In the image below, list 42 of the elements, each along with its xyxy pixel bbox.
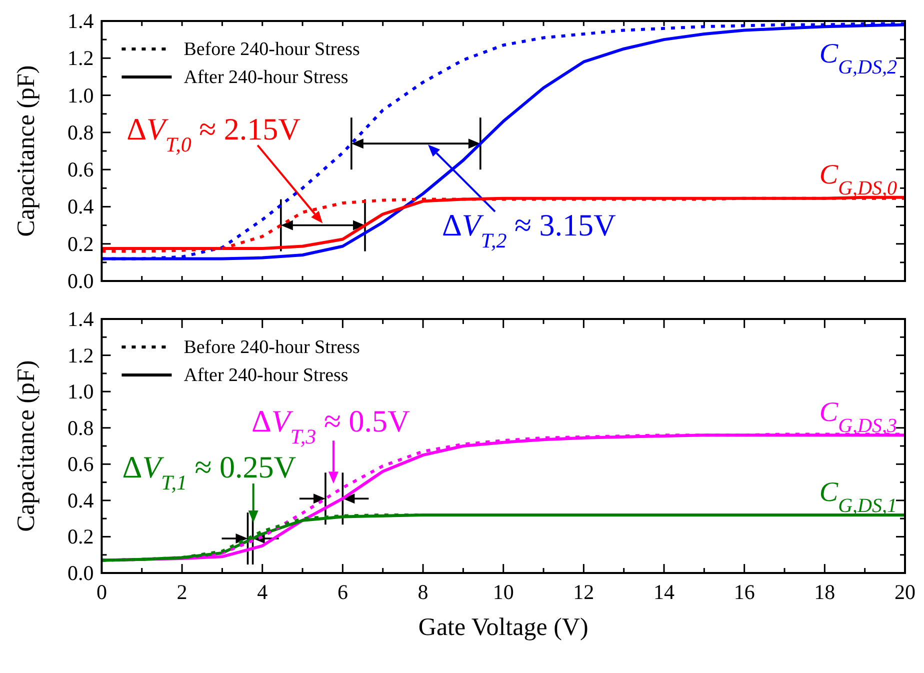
series-label: C$_{G,DS,3}$ bbox=[819, 397, 897, 438]
annotation: ΔV$_{T,2}$ ≈ 3.15V bbox=[442, 208, 616, 253]
series-label: C$_{G,DS,0}$ bbox=[819, 159, 897, 200]
annotation: After 240-hour Stress bbox=[184, 67, 348, 88]
y-tick-label: 0.2 bbox=[67, 524, 94, 549]
y-tick-label: 1.0 bbox=[67, 83, 94, 108]
x-tick-label: 6 bbox=[337, 580, 348, 604]
x-tick-label: 0 bbox=[96, 580, 107, 604]
y-tick-label: 1.2 bbox=[67, 46, 94, 70]
annotation: After 240-hour Stress bbox=[184, 365, 348, 386]
y-tick-label: 0.4 bbox=[67, 194, 94, 219]
x-tick-label: 20 bbox=[894, 580, 916, 604]
x-tick-label: 14 bbox=[654, 580, 676, 604]
annotation: ΔV$_{T,0}$ ≈ 2.15V bbox=[126, 111, 302, 156]
y-tick-label: 1.0 bbox=[67, 380, 94, 404]
annotation: ΔV$_{T,3}$ ≈ 0.5V bbox=[251, 404, 410, 449]
annotation: Before 240-hour Stress bbox=[184, 39, 360, 60]
y-tick-label: 0.2 bbox=[67, 232, 94, 256]
x-tick-label: 10 bbox=[492, 580, 514, 604]
series-label: C$_{G,DS,2}$ bbox=[819, 38, 897, 79]
x-tick-label: 2 bbox=[176, 580, 188, 604]
y-tick-label: 1.2 bbox=[67, 343, 94, 368]
y-tick-label: 1.4 bbox=[67, 307, 94, 331]
x-tick-label: 16 bbox=[734, 580, 755, 604]
y-tick-label: 0.0 bbox=[67, 561, 94, 585]
y-tick-label: 0.6 bbox=[67, 452, 94, 476]
x-tick-label: 18 bbox=[814, 580, 836, 604]
series-label: C$_{G,DS,1}$ bbox=[819, 476, 897, 517]
x-tick-label: 12 bbox=[573, 580, 594, 604]
y-tick-label: 0.8 bbox=[67, 120, 94, 144]
y-tick-label: 0.8 bbox=[67, 416, 94, 440]
y-axis-title: Capacitance (pF) bbox=[13, 360, 40, 532]
y-tick-label: 0.4 bbox=[67, 488, 94, 512]
y-tick-label: 0.0 bbox=[67, 269, 94, 293]
x-tick-label: 8 bbox=[418, 580, 428, 604]
annotation: Before 240-hour Stress bbox=[184, 337, 360, 358]
y-tick-label: 1.4 bbox=[67, 9, 94, 33]
y-tick-label: 0.6 bbox=[67, 158, 94, 182]
y-axis-title: Capacitance (pF) bbox=[13, 65, 40, 237]
x-tick-label: 4 bbox=[257, 580, 268, 604]
annotation: ΔV$_{T,1}$ ≈ 0.25V bbox=[122, 450, 297, 495]
x-axis-title: Gate Voltage (V) bbox=[418, 614, 588, 641]
